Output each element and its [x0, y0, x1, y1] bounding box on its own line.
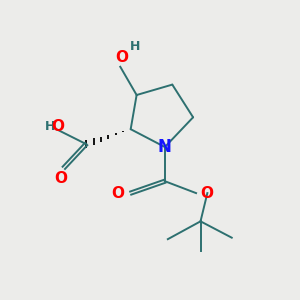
Text: O: O	[200, 186, 214, 201]
Text: O: O	[115, 50, 128, 65]
Text: O: O	[54, 171, 67, 186]
Text: O: O	[112, 186, 125, 201]
Text: H: H	[130, 40, 140, 53]
Text: H: H	[44, 120, 55, 133]
Text: O: O	[51, 119, 64, 134]
Text: N: N	[158, 138, 172, 156]
